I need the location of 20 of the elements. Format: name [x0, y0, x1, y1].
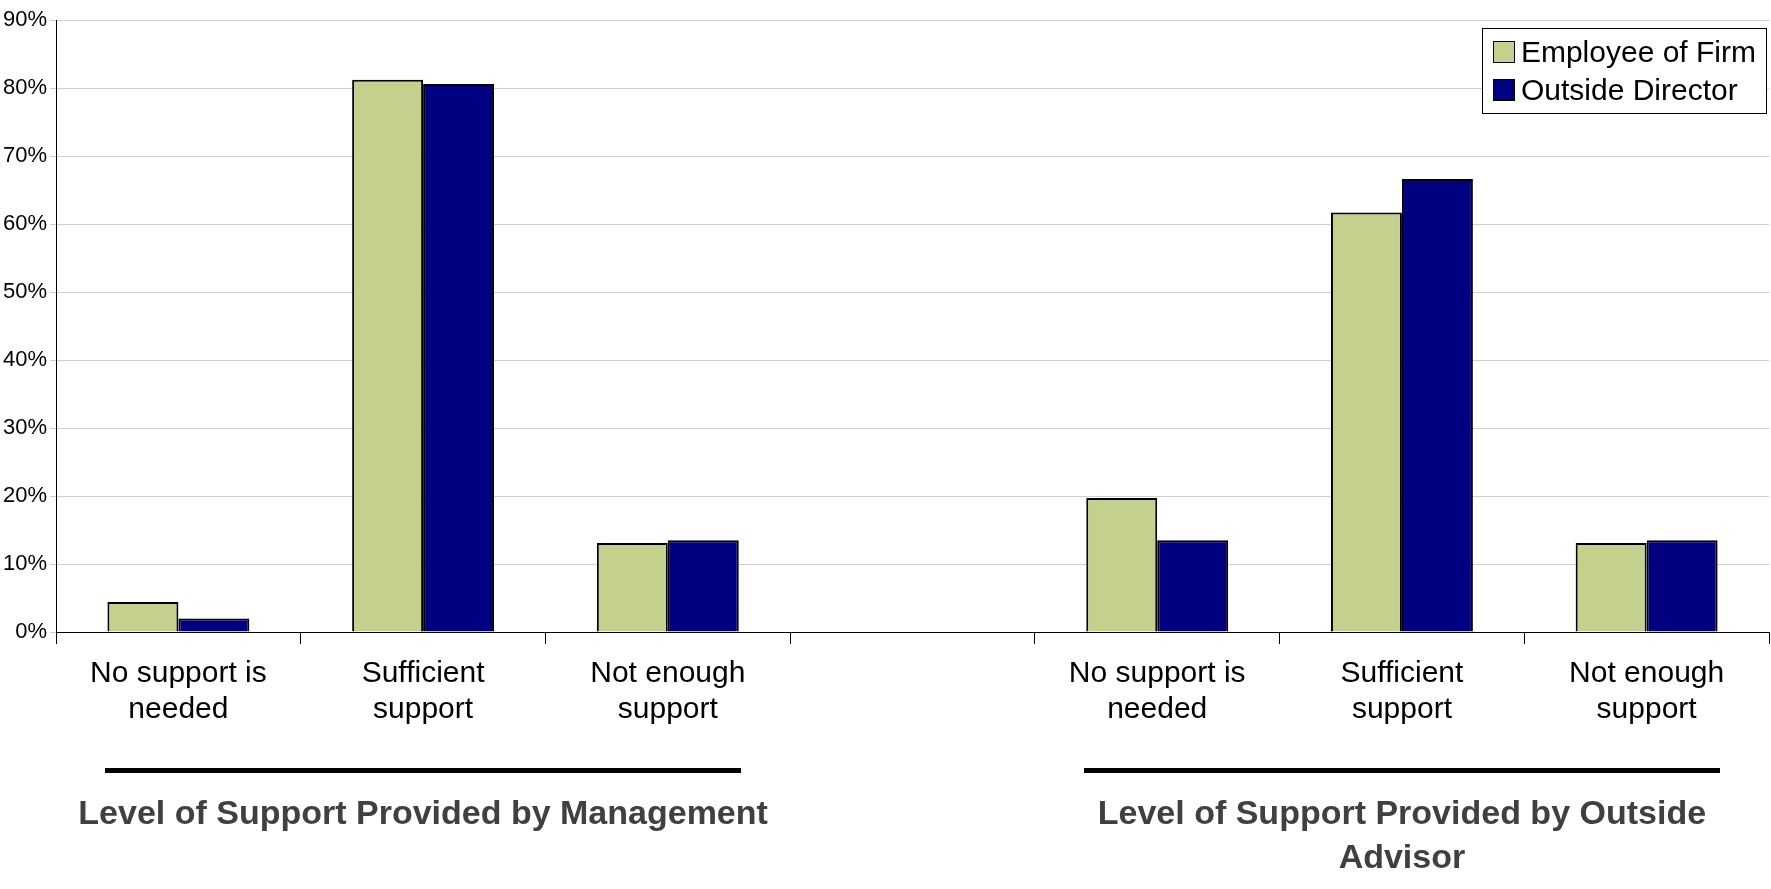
legend-label: Employee of Firm: [1520, 34, 1756, 70]
y-tick-label: 20%: [2, 482, 48, 508]
x-tick-label: No support is needed: [90, 655, 267, 725]
x-tick-label: Not enough support: [590, 655, 746, 725]
legend-label: Outside Director: [1520, 72, 1738, 108]
x-tick-label: Sufficient support: [1340, 655, 1465, 725]
y-tick-label: 60%: [2, 210, 48, 236]
y-tick-label: 90%: [2, 6, 48, 32]
y-tick-label: 30%: [2, 414, 48, 440]
text: Level of Support Provided by Outside Advisor: [1096, 792, 1708, 877]
y-tick-label: 0%: [15, 618, 48, 644]
y-tick-label: 40%: [2, 346, 48, 372]
y-tick-label: 10%: [2, 550, 48, 576]
text: Level of Support Provided by Management: [77, 792, 769, 833]
y-tick-label: 70%: [2, 142, 48, 168]
x-tick-label: No support is needed: [1068, 655, 1246, 725]
x-tick-label: Sufficient support: [361, 655, 486, 725]
x-tick-label: Not enough support: [1569, 655, 1725, 725]
y-tick-label: 80%: [2, 74, 48, 100]
y-tick-label: 50%: [2, 278, 48, 304]
